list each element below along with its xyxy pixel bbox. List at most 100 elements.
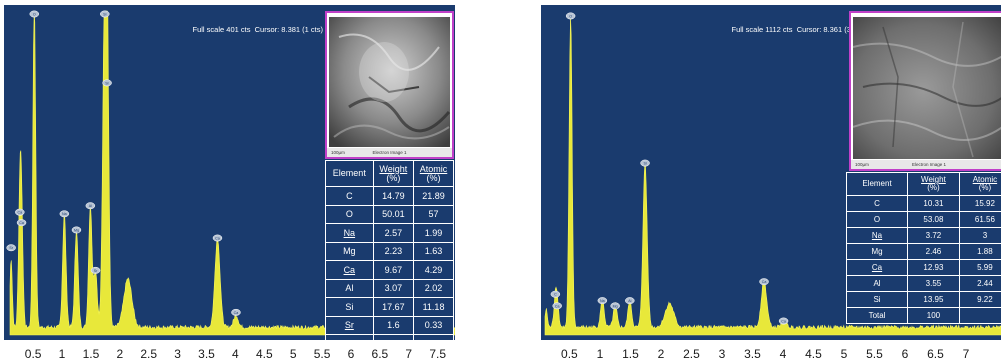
table-row: Al 3.55 2.44 [845, 275, 1001, 292]
x-tick-label: 6.5 [371, 347, 389, 361]
x-tick-label: 7 [962, 347, 970, 361]
svg-text:Si: Si [643, 161, 646, 165]
peak-marker-na: Na [597, 297, 608, 305]
peak-marker-ca: Ca [552, 302, 562, 310]
peak-marker-sr: Sr [6, 244, 16, 252]
svg-text:Si: Si [103, 12, 106, 16]
table-cell: 9.67 [372, 260, 415, 280]
table-cell: O [845, 211, 909, 228]
spectrum-plot-2: O C Ca Na Mg Al Si Ca Ca Full scale 1112 cts Cur… [541, 5, 1001, 340]
sem-info-bar: 100µm Electron Image 1 [327, 148, 452, 157]
sem-micrograph [853, 17, 1001, 159]
x-tick-label: 3.5 [198, 347, 215, 361]
table-cell: 11.18 [413, 297, 454, 317]
svg-text:Ca: Ca [234, 311, 239, 315]
x-tick-label: 4 [779, 347, 787, 361]
svg-text:Mg: Mg [613, 304, 618, 308]
table-cell: 3.55 [907, 275, 960, 292]
table-cell: Si [845, 291, 909, 308]
table-cell: 4.29 [413, 260, 454, 280]
table-header-cell: Element [325, 160, 374, 187]
table-cell: Ca [845, 259, 909, 276]
table-cell: 2.02 [413, 278, 454, 298]
x-tick-label: 2 [657, 347, 665, 361]
composition-table-1: Element Weight (%) Atomic (%) C 14.79 21.89 O 50.… [325, 160, 454, 340]
x-tick-label: 0.5 [24, 347, 42, 361]
table-cell: O [325, 204, 374, 224]
table-row: Si 13.95 9.22 [845, 291, 1001, 308]
peak-marker-mg: Mg [71, 226, 82, 234]
svg-text:Na: Na [62, 212, 67, 216]
svg-text:Sr: Sr [9, 246, 13, 250]
sem-micrograph [329, 17, 450, 147]
table-cell: 1.99 [413, 223, 454, 243]
electron-image-1: 100µm Electron Image 1 [325, 11, 454, 159]
header-2: Full scale 1112 cts Cursor: 8.361 (3 cts… [719, 16, 866, 43]
x-tick-label: 3 [174, 347, 181, 361]
table-cell: 9.22 [958, 291, 1001, 308]
svg-text:Ca: Ca [215, 236, 220, 240]
table-row: Si 17.67 11.18 [325, 297, 454, 317]
table-cell: Al [325, 278, 374, 298]
image-caption: Electron Image 1 [372, 150, 407, 155]
table-row: Na 3.72 3 [845, 227, 1001, 244]
x-tick-label: 1.5 [622, 347, 639, 361]
peak-marker-al: Al [625, 297, 635, 305]
table-cell [413, 334, 454, 340]
table-cell: 3.07 [372, 278, 415, 298]
table-cell: 2.23 [372, 241, 415, 261]
table-cell: Na [845, 227, 909, 244]
peak-marker-sr: Sr [90, 266, 101, 274]
svg-text:Na: Na [600, 299, 605, 303]
table-row: Ca 12.93 5.99 [845, 259, 1001, 276]
scale-bar-label: 100µm [331, 150, 345, 155]
table-cell: Total [325, 334, 374, 340]
table-header-cell: Weight (%) [907, 172, 960, 196]
table-cell: 2.44 [958, 275, 1001, 292]
x-tick-label: 1 [58, 347, 66, 361]
table-cell: 17.67 [372, 297, 415, 317]
table-cell: 3.72 [907, 227, 960, 244]
svg-text:Ca: Ca [762, 280, 767, 284]
x-tick-label: 0.5 [561, 347, 578, 361]
x-tick-label: 2.5 [140, 347, 158, 361]
composition-table-2: Element Weight (%) Atomic (%) C 10.31 15.92 O 53.… [845, 172, 1001, 324]
svg-text:Ca: Ca [19, 221, 24, 225]
peak-marker-ca: Ca [16, 219, 27, 227]
table-header-row: Element Weight (%) Atomic (%) [325, 160, 454, 187]
full-scale-label: Full scale 401 cts [192, 25, 251, 34]
table-cell: 57 [413, 204, 454, 224]
table-cell: 5.99 [958, 259, 1001, 276]
peak-marker-mg: Mg [610, 302, 620, 310]
peak-marker-c: C [550, 290, 561, 298]
table-cell: Mg [325, 241, 374, 261]
table-cell: 1.63 [413, 241, 454, 261]
table-cell: 61.56 [958, 211, 1001, 228]
peak-marker-ca: Ca [231, 308, 241, 316]
peak-marker-si: Si [640, 159, 650, 167]
sem-texture [853, 17, 1001, 159]
table-cell: 100 [372, 334, 415, 340]
table-row: O 50.01 57 [325, 204, 454, 224]
table-cell: 2.46 [907, 243, 960, 260]
scale-bar-label: 100µm [855, 162, 869, 167]
table-cell: 10.31 [907, 195, 960, 212]
table-cell: 2.57 [372, 223, 415, 243]
table-cell: 13.95 [907, 291, 960, 308]
svg-text:O: O [569, 14, 572, 18]
full-scale-label: Full scale 1112 cts [731, 25, 793, 34]
peak-marker-na: Na [59, 210, 70, 218]
peak-marker-ca: Ca [212, 234, 223, 242]
electron-image-2: 100µm Electron Image 1 [849, 11, 1001, 171]
table-cell [958, 307, 1001, 324]
table-cell: 12.93 [907, 259, 960, 276]
table-cell: 0.33 [413, 315, 454, 335]
table-cell: 1.88 [958, 243, 1001, 260]
x-tick-label: 2.5 [683, 347, 700, 361]
table-cell: C [845, 195, 909, 212]
x-tick-label: 2 [116, 347, 124, 361]
peak-marker-o: O [565, 12, 576, 20]
